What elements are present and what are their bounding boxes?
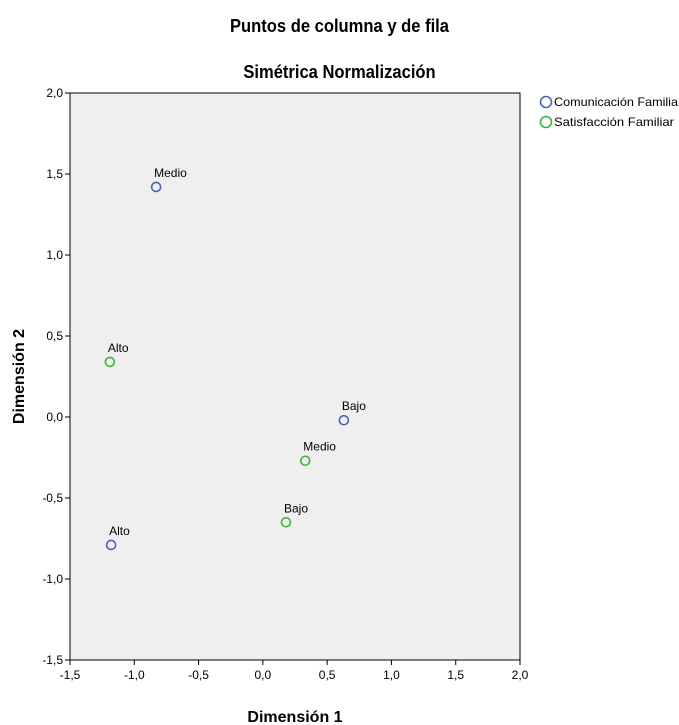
- x-tick-label: 2,0: [512, 668, 529, 682]
- data-point: [338, 414, 350, 426]
- x-tick-label: -0,5: [188, 668, 209, 682]
- y-tick-label: 0,0: [46, 410, 63, 424]
- data-point: [104, 356, 116, 368]
- x-axis-title: Dimensión 1: [247, 709, 342, 725]
- x-tick-label: 1,5: [447, 668, 464, 682]
- y-tick-label: 1,5: [46, 167, 63, 181]
- legend-marker: [539, 115, 553, 129]
- x-tick-label: 1,0: [383, 668, 400, 682]
- data-point-label: Alto: [109, 524, 130, 538]
- data-point: [280, 516, 292, 528]
- y-tick-label: -1,5: [42, 653, 63, 667]
- data-point: [150, 181, 162, 193]
- y-tick-label: -1,0: [42, 572, 63, 586]
- y-axis-title: Dimensión 2: [11, 329, 28, 424]
- chart-subtitle: Simétrica Normalización: [243, 62, 436, 82]
- y-tick-label: 1,0: [46, 248, 63, 262]
- y-tick-label: 0,5: [46, 329, 63, 343]
- legend-label: Comunicación Familia: [554, 95, 678, 109]
- x-tick-label: 0,0: [255, 668, 272, 682]
- y-tick-label: -0,5: [42, 491, 63, 505]
- data-point-label: Medio: [154, 166, 187, 180]
- x-tick-label: 0,5: [319, 668, 336, 682]
- plot-area: [69, 92, 521, 661]
- legend-label: Satisfacción Familiar: [554, 115, 674, 129]
- data-point: [299, 455, 311, 467]
- data-point-label: Medio: [303, 440, 336, 454]
- data-point-label: Bajo: [342, 399, 366, 413]
- y-tick-label: 2,0: [46, 86, 63, 100]
- x-tick-label: -1,0: [124, 668, 145, 682]
- data-point-label: Bajo: [284, 501, 308, 515]
- chart-title: Puntos de columna y de fila: [229, 16, 449, 36]
- x-tick-label: -1,5: [60, 668, 81, 682]
- data-point-label: Alto: [108, 341, 129, 355]
- data-point: [105, 539, 117, 551]
- legend-marker: [539, 95, 553, 109]
- legend: Comunicación Familia Satisfacción Familia…: [539, 95, 678, 129]
